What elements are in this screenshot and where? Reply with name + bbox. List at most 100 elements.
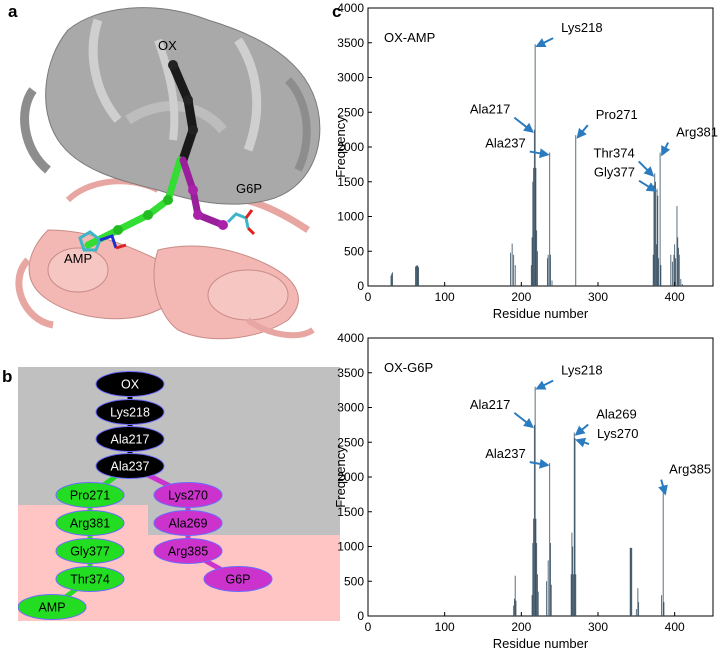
pathway-node-amp: AMP <box>18 594 87 620</box>
bar <box>654 173 656 286</box>
bar <box>662 491 664 616</box>
x-tick-label: 100 <box>435 620 455 634</box>
pathway-node-label: Arg381 <box>70 517 110 531</box>
annotation-arrow <box>638 160 655 177</box>
bar <box>660 265 662 286</box>
annotation-arrow <box>638 179 657 192</box>
pathway-residues <box>84 60 228 249</box>
bar <box>533 518 535 616</box>
y-tick-label: 2000 <box>337 470 364 484</box>
bar <box>637 588 639 616</box>
y-tick-label: 2500 <box>337 105 364 119</box>
bar <box>549 152 551 286</box>
y-axis-label: Frequency <box>333 446 348 508</box>
bar <box>537 574 538 616</box>
annotation-label: Pro271 <box>596 107 638 122</box>
annotation-arrow <box>661 142 671 157</box>
bar <box>392 272 393 286</box>
pathway-node-arg385: Arg385 <box>153 538 223 564</box>
chart-ox-g6p: 0 100 200 300 400050010001500200025003000350… <box>333 331 714 651</box>
annotation-label: Ala269 <box>596 407 636 422</box>
bar <box>681 283 683 286</box>
bar <box>533 129 535 286</box>
bar <box>417 265 419 286</box>
g6p-ligand <box>226 209 256 236</box>
bar <box>661 595 663 616</box>
bar <box>513 254 515 286</box>
bar <box>678 254 680 286</box>
y-tick-label: 3500 <box>337 366 364 380</box>
annotation-label: Lys218 <box>561 20 602 35</box>
bar <box>670 254 672 286</box>
bar <box>532 543 534 616</box>
y-tick-label: 1000 <box>337 210 364 224</box>
amp-label: AMP <box>64 251 92 266</box>
bar <box>536 543 538 616</box>
bar <box>655 244 657 286</box>
bar <box>532 181 534 286</box>
bar <box>657 195 659 286</box>
annotation-arrow <box>535 37 554 48</box>
bar <box>635 609 637 616</box>
pathway-node-label: Arg385 <box>168 545 208 559</box>
annotation-arrow <box>529 148 550 159</box>
bar <box>537 591 539 616</box>
bar <box>630 547 632 616</box>
annotation-label: Ala237 <box>485 446 525 461</box>
panel-a-letter: a <box>8 2 18 21</box>
annotation-arrow <box>574 423 589 436</box>
bar <box>550 543 551 616</box>
bar <box>513 605 515 616</box>
bar <box>551 280 553 286</box>
y-tick-label: 3500 <box>337 36 364 50</box>
bar <box>536 230 538 286</box>
pathway-node-label: Lys218 <box>110 406 150 420</box>
annotation-arrow <box>575 437 590 448</box>
pathway-node-arg381: Arg381 <box>55 510 125 536</box>
upper-domain-ribbon <box>20 7 321 205</box>
annotation-label: Lys218 <box>561 363 602 378</box>
bar <box>658 258 659 286</box>
pathway-node-ox: OX <box>95 371 165 397</box>
bar <box>514 575 516 616</box>
bar <box>530 265 532 286</box>
bar <box>575 574 577 616</box>
bar <box>514 598 515 616</box>
annotation-label: Arg385 <box>669 462 711 477</box>
bar <box>549 463 551 616</box>
bar <box>550 584 552 616</box>
y-tick-label: 0 <box>357 609 364 623</box>
bar <box>678 247 679 286</box>
y-tick-label: 1000 <box>337 540 364 554</box>
x-tick-label: 400 <box>665 290 685 304</box>
chart-title: OX-G6P <box>384 360 433 375</box>
panel-c-letter: c <box>332 2 342 21</box>
pathway-node-label: Ala217 <box>111 433 150 447</box>
bar <box>676 206 678 286</box>
y-tick-label: 500 <box>344 574 364 588</box>
pathway-node-ala217: Ala217 <box>95 426 165 452</box>
y-tick-label: 4000 <box>337 1 364 15</box>
bar <box>570 574 572 616</box>
plot-frame <box>367 7 714 287</box>
pathway-node-label: Lys270 <box>168 489 208 503</box>
bar <box>673 254 675 286</box>
bar <box>575 135 577 286</box>
pathway-node-pro271: Pro271 <box>55 482 125 508</box>
y-tick-label: 1500 <box>337 175 364 189</box>
bar <box>652 254 654 286</box>
x-tick-label: 200 <box>511 290 531 304</box>
bar <box>416 265 418 286</box>
bar <box>572 546 574 616</box>
pathway-node-label: Ala269 <box>169 517 208 531</box>
annotation-arrow <box>576 124 589 139</box>
y-tick-label: 2000 <box>337 140 364 154</box>
y-tick-label: 4000 <box>337 331 364 345</box>
annotation-label: Ala217 <box>470 102 510 117</box>
y-tick-label: 3000 <box>337 71 364 85</box>
annotation-arrow <box>529 458 550 469</box>
bar <box>534 44 536 286</box>
bar <box>511 243 513 286</box>
annotation-label: Thr374 <box>594 145 635 160</box>
pathway-node-label: Gly377 <box>70 545 110 559</box>
